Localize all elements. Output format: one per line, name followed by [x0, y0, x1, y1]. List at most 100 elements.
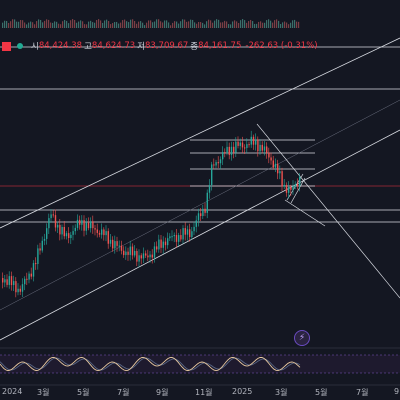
candle-body — [156, 246, 158, 250]
candle-body — [114, 241, 116, 249]
candle-body — [13, 281, 15, 286]
volume-bar — [212, 22, 214, 28]
candle-body — [277, 163, 279, 174]
volume-bar — [276, 19, 278, 28]
candle-body — [211, 164, 213, 186]
volume-bar — [10, 21, 12, 28]
candle-body — [118, 245, 120, 247]
volume-bar — [158, 19, 160, 28]
candle-body — [255, 139, 257, 145]
volume-bar — [2, 22, 4, 28]
volume-bar — [290, 22, 292, 28]
close-value: 84,161.75 — [198, 41, 242, 51]
volume-bar — [108, 21, 110, 28]
volume-bar — [216, 19, 218, 28]
candle-body — [48, 218, 50, 229]
volume-bar — [182, 19, 184, 28]
volume-bar — [14, 19, 16, 28]
candle-body — [228, 146, 230, 155]
candle-body — [92, 221, 94, 229]
volume-bar — [42, 22, 44, 28]
candle-body — [197, 213, 200, 221]
candle-body — [279, 171, 281, 174]
candle-body — [142, 253, 145, 259]
candle-body — [230, 146, 233, 155]
volume-bar — [18, 21, 20, 28]
candle-body — [8, 276, 10, 285]
open-value: 84,424.38 — [38, 41, 83, 51]
channel-upper-line — [0, 37, 400, 229]
volume-bar — [180, 21, 182, 28]
volume-bar — [46, 19, 48, 28]
volume-bar — [126, 21, 128, 28]
volume-bar — [192, 19, 194, 28]
volume-bar — [132, 19, 134, 28]
candle-body — [17, 288, 19, 293]
volume-bar — [242, 19, 244, 28]
volume-bar — [268, 19, 270, 28]
candle-body — [204, 208, 206, 213]
volume-bar — [64, 19, 66, 28]
candle-body — [54, 215, 57, 228]
volume-bar — [282, 22, 284, 28]
volume-bar — [200, 22, 202, 28]
candle-body — [94, 228, 96, 230]
volume-bar — [60, 24, 62, 28]
candle-body — [2, 278, 4, 283]
volume-bar — [156, 19, 158, 28]
candle-body — [41, 240, 43, 251]
volume-bar — [272, 22, 274, 28]
volume-bar — [16, 21, 18, 28]
volume-bar — [298, 21, 300, 28]
candle-body — [208, 185, 211, 193]
volume-bar — [22, 20, 24, 28]
candle-body — [164, 241, 167, 246]
time-tick-label: 7월 — [356, 388, 369, 397]
volume-bar — [104, 20, 106, 28]
candle-body — [167, 238, 169, 246]
volume-bar — [256, 23, 258, 28]
candle-body — [85, 222, 87, 231]
legend-color-swatch[interactable] — [2, 41, 11, 51]
candle-body — [191, 231, 193, 238]
candle-body — [4, 279, 6, 283]
volume-bar — [198, 21, 200, 28]
candle-body — [237, 141, 239, 146]
candle-body — [61, 226, 63, 235]
volume-bar — [222, 22, 224, 28]
candle-body — [292, 186, 294, 190]
candle-body — [43, 238, 46, 241]
volume-bar — [48, 19, 50, 28]
candle-body — [147, 255, 149, 258]
candle-body — [15, 281, 17, 293]
volume-bar — [262, 22, 264, 28]
time-tick-label: 9 — [394, 387, 400, 396]
volume-bar — [110, 24, 112, 28]
volume-bar — [186, 21, 188, 28]
volume-bar — [168, 22, 170, 28]
candle-body — [145, 253, 147, 256]
volume-bar — [208, 19, 210, 28]
candle-body — [186, 229, 189, 235]
volume-bar — [50, 22, 52, 28]
candle-body — [299, 176, 301, 187]
candle-body — [120, 245, 123, 251]
time-tick-label: 5월 — [77, 388, 90, 397]
close-label: 종 — [190, 42, 199, 52]
volume-bar — [26, 24, 28, 28]
candle-body — [296, 184, 299, 187]
volume-bar — [218, 19, 220, 28]
volume-bar — [252, 21, 254, 28]
change-value: -262.63 (-0.31%) — [245, 41, 318, 51]
candle-body — [138, 255, 140, 262]
candle-body — [217, 162, 219, 164]
volume-bar — [254, 23, 256, 28]
candle-body — [184, 228, 186, 235]
time-axis: 2024 3월 5월 7월 9월 11월 2025 3월 5월 7월 9 — [0, 386, 400, 400]
volume-bar — [88, 21, 90, 28]
lightning-icon[interactable]: ⚡ — [294, 330, 310, 346]
volume-bar — [166, 20, 168, 28]
volume-bar — [250, 19, 252, 28]
